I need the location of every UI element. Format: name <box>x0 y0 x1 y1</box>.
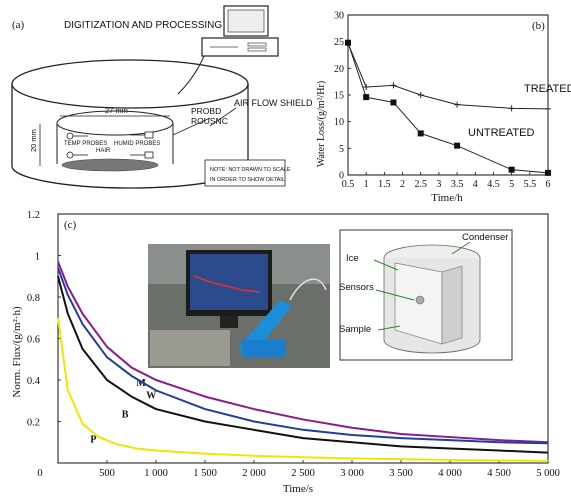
panel-c-xtick-label: 1 000 <box>144 468 168 479</box>
dim-height-label: 20 mm <box>29 129 38 152</box>
panel-b-xtick-label: 0.5 <box>342 179 355 190</box>
panel-c-xtick-label: 3 000 <box>340 468 364 479</box>
condenser-label: Condenser <box>462 232 508 243</box>
panel-c-xtick-label: 2 000 <box>242 468 266 479</box>
panel-c-xtick-label: 500 <box>99 468 115 479</box>
panel-c-xtick-label: 4 500 <box>487 468 511 479</box>
ice-label: Ice <box>346 253 359 264</box>
panel-b-xtick-label: 1 <box>364 179 369 190</box>
panel-b-chart: Water Loss/(g/m²/Hr) Time/h TREATED UNTR… <box>316 11 571 205</box>
panel-b-ytick-label: 0 <box>339 171 344 182</box>
panel-b-xtick-label: 2.5 <box>414 179 427 190</box>
panel-c-xtick-label: 5 000 <box>536 468 560 479</box>
untreated-point <box>417 130 424 137</box>
panel-c-xtick-label: 0 <box>37 468 42 479</box>
panel-b-ytick-label: 30 <box>334 11 344 22</box>
panel-b-xtick-label: 6 <box>546 179 551 190</box>
untreated-point <box>345 39 351 46</box>
air-flow-label: AIR FLOW SHIELD <box>234 98 313 108</box>
panel-c-xlabel: Time/s <box>283 483 313 495</box>
hair-label: HAIR <box>96 148 111 154</box>
panel-b-ylabel: Water Loss/(g/m²/Hr) <box>316 81 327 167</box>
treated-point <box>508 105 515 112</box>
series-b-line <box>57 275 549 454</box>
computer-icon <box>201 5 279 57</box>
dim-width-label: 27 mm <box>105 106 128 115</box>
panel-b-frame <box>347 14 549 176</box>
panel-c-ytick-label: 0.2 <box>27 418 40 429</box>
panel-b-ytick-label: 5 <box>339 144 344 155</box>
panel-c-label: (c) <box>64 219 77 231</box>
panel-b-ytick-label: 20 <box>334 64 344 75</box>
probe-label-2: ROUSNC <box>191 116 228 126</box>
note-line-2: IN ORDER TO SHOW DETAIL <box>210 177 285 183</box>
panel-c-xtick-label: 3 500 <box>389 468 413 479</box>
panel-c-ytick-label: 1.2 <box>27 210 40 221</box>
series-untreated-line <box>347 42 549 174</box>
panel-b-xlabel: Time/h <box>431 192 463 204</box>
sensors-label: Sensors <box>339 282 374 293</box>
humid-probes-label: HUMID PROBES <box>114 141 160 147</box>
panel-c-xtick-label: 4 000 <box>438 468 462 479</box>
temp-probes-label: TEMP PROBES <box>64 141 107 147</box>
panel-b-label: (b) <box>532 20 545 32</box>
panel-b-ytick-label: 10 <box>334 117 344 128</box>
untreated-point <box>545 169 551 176</box>
panel-b-xtick-label: 1.5 <box>378 179 391 190</box>
series-p-line <box>57 317 549 462</box>
panel-b-xtick-label: 2 <box>400 179 405 190</box>
treated-point <box>454 101 461 108</box>
panel-b-ytick-label: 15 <box>334 91 344 102</box>
panel-a-title: DIGITIZATION AND PROCESSING <box>64 20 222 31</box>
condenser-diagram <box>339 229 513 361</box>
panel-b-xtick-label: 3 <box>436 179 441 190</box>
panel-c-xtick-label: 1 500 <box>193 468 217 479</box>
untreated-point <box>454 142 461 149</box>
untreated-point <box>390 99 397 106</box>
panel-b-xtick-label: 4 <box>473 179 478 190</box>
note-box <box>204 159 286 187</box>
panel-c-chart: Norm. Flux/(g/m²·h) Time/s 0 500 1 000 1 50… <box>11 210 560 495</box>
treated-point <box>363 84 370 90</box>
panel-b-xtick-label: 4.5 <box>487 179 500 190</box>
panel-a: (a) DIGITIZATION AND PROCESSING <box>11 5 313 189</box>
probe-label-1: PROBD <box>191 106 221 116</box>
sample-label: Sample <box>339 324 371 335</box>
note-line-1: NOTE: NOT DRAWN TO SCALE <box>210 167 291 173</box>
panel-b-ytick-label: 25 <box>334 37 344 48</box>
series-m-line <box>57 261 549 444</box>
treated-point <box>417 92 424 98</box>
panel-c-ytick-label: 1 <box>35 252 40 263</box>
series-w-label: W <box>146 391 156 402</box>
untreated-point <box>508 166 515 173</box>
panel-c-ylabel: Norm. Flux/(g/m²·h) <box>11 306 23 398</box>
panel-a-label: (a) <box>12 19 25 31</box>
panel-b-xtick-label: 5 <box>509 179 514 190</box>
panel-c-ytick-label: 0.6 <box>27 335 40 346</box>
panel-c-ytick-label: 0.4 <box>27 376 41 387</box>
instrument-photo <box>148 244 330 368</box>
panel-b-xtick-label: 3.5 <box>451 179 464 190</box>
treated-point <box>390 82 397 89</box>
series-b-label: B <box>122 409 129 420</box>
untreated-point <box>363 94 370 101</box>
series-w-line <box>57 267 549 445</box>
panel-c-xtick-label: 2 500 <box>291 468 315 479</box>
series-m-label: M <box>136 378 146 389</box>
panel-b-xtick-label: 5.5 <box>524 179 537 190</box>
treated-point <box>545 105 551 112</box>
series-p-label: P <box>90 434 96 445</box>
panel-c-ytick-label: 0.8 <box>27 293 40 304</box>
legend-untreated: UNTREATED <box>468 127 534 139</box>
